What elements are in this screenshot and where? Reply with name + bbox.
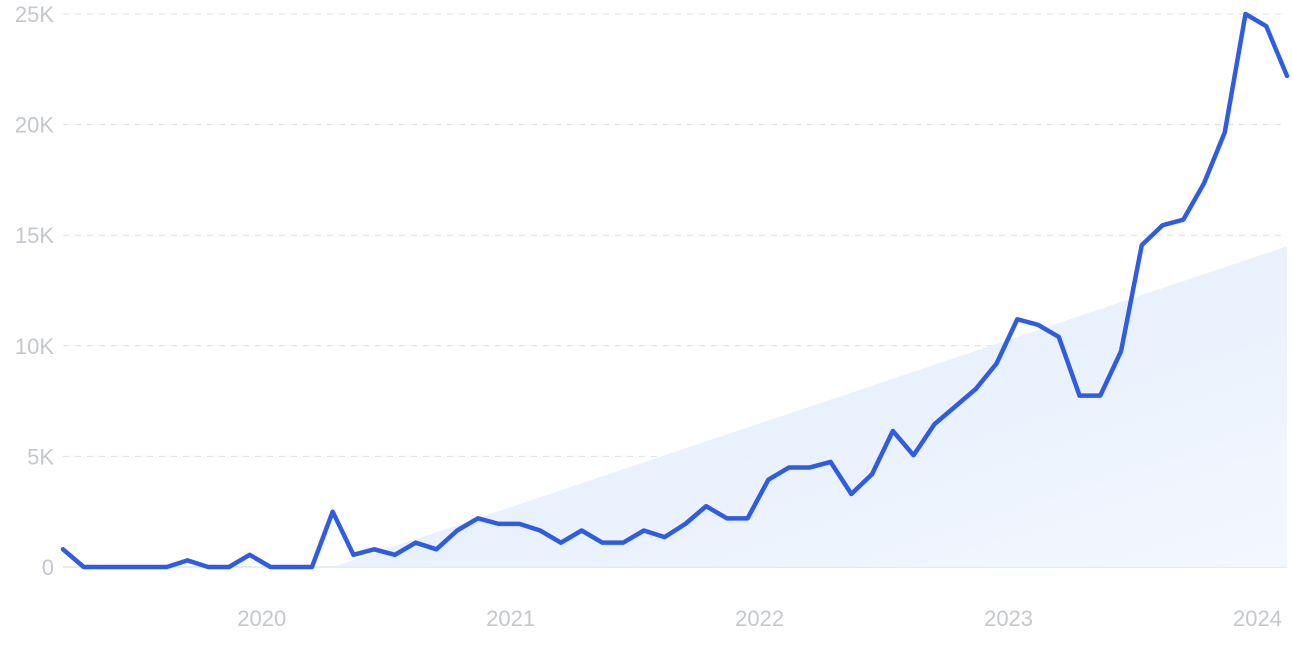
y-tick-label: 10K [15,334,54,359]
x-tick-label: 2023 [984,606,1033,631]
x-tick-label: 2024 [1233,606,1282,631]
trend-area-shape [332,246,1287,567]
y-tick-label: 5K [27,444,54,469]
x-axis-labels: 2020 2021 2022 2023 2024 [237,606,1282,631]
series-line-0 [60,11,1290,570]
y-axis-labels: 0 5K 10K 15K 20K 25K [15,2,54,580]
x-tick-label: 2020 [237,606,286,631]
y-tick-label: 25K [15,2,54,27]
y-tick-label: 15K [15,223,54,248]
x-tick-label: 2022 [735,606,784,631]
trend-area [332,246,1287,567]
x-tick-label: 2021 [486,606,535,631]
series-line-group [60,11,1290,570]
y-tick-label: 0 [42,555,54,580]
y-tick-label: 20K [15,113,54,138]
